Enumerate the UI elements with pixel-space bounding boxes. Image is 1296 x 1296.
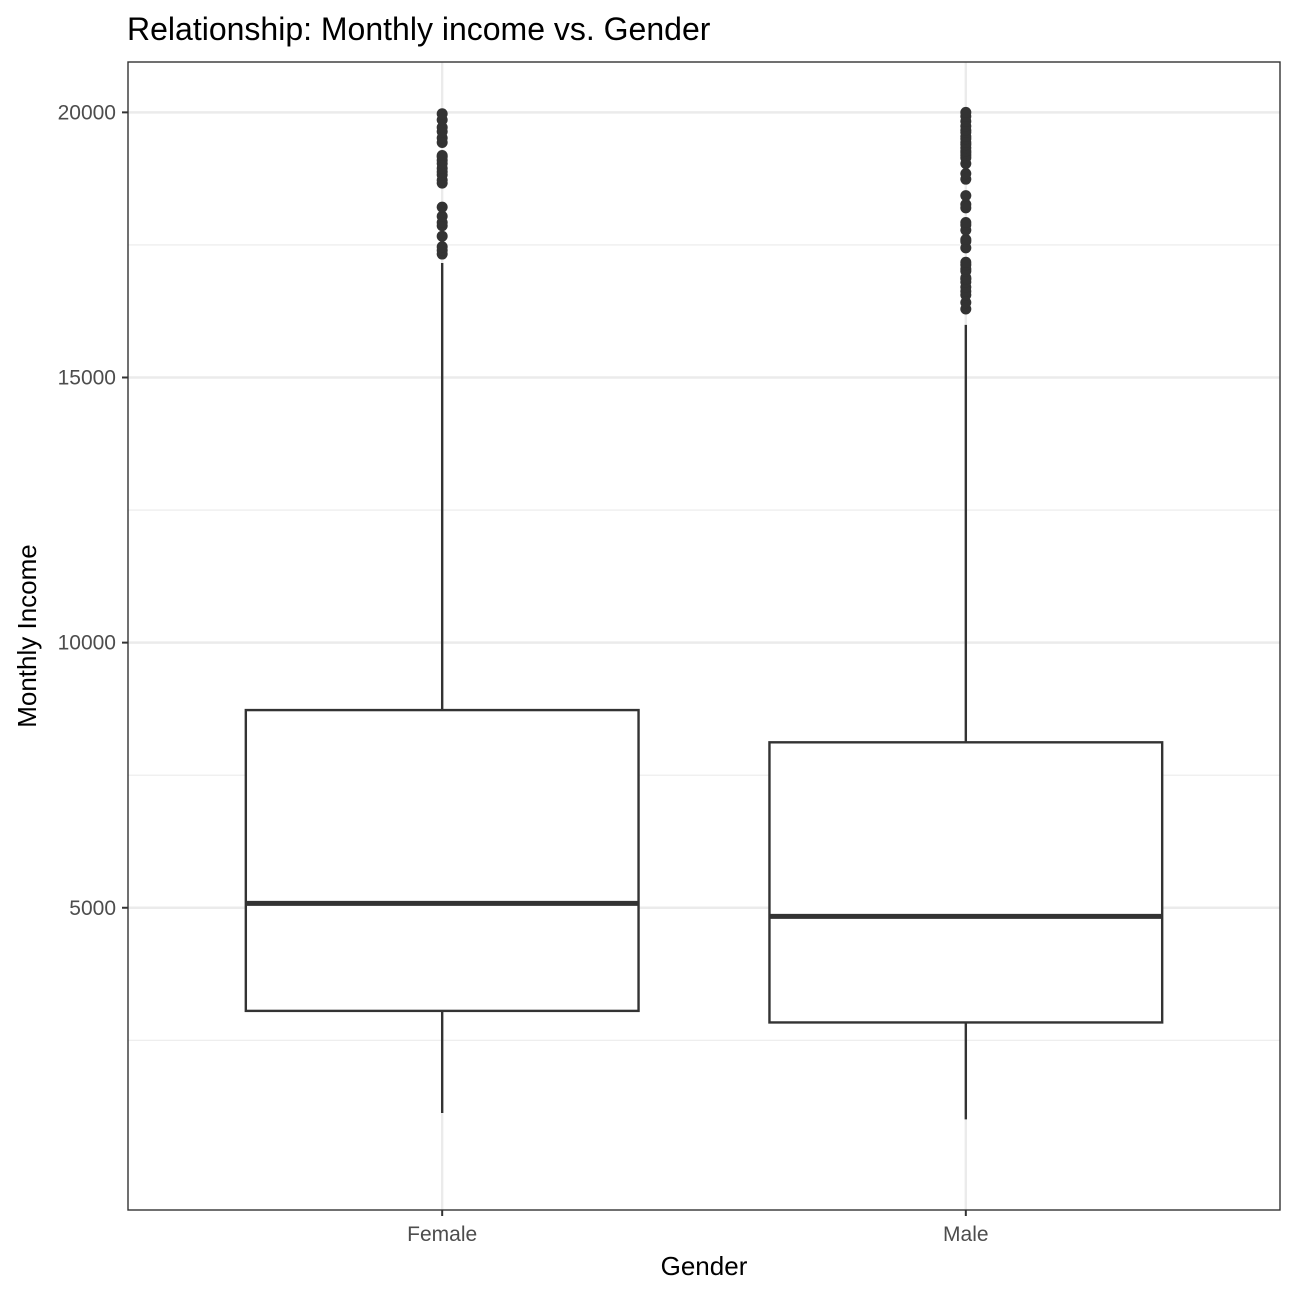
- y-tick-label: 20000: [58, 101, 116, 124]
- y-axis-title: Monthly Income: [12, 544, 42, 728]
- outlier-point: [960, 168, 972, 180]
- box-male: [768, 106, 1164, 1120]
- outlier-point: [960, 106, 972, 118]
- outlier-point: [960, 297, 972, 309]
- panel-border: [127, 61, 1281, 1211]
- x-axis-title: Gender: [661, 1251, 748, 1281]
- x-tick-label: Female: [407, 1223, 477, 1246]
- chart-title: Relationship: Monthly income vs. Gender: [127, 11, 711, 47]
- outlier-point: [436, 241, 448, 253]
- y-tick-label: 5000: [69, 897, 116, 920]
- box-iqr: [244, 708, 640, 1013]
- outlier-point: [960, 216, 972, 228]
- outlier-point: [960, 198, 972, 210]
- outlier-point: [436, 121, 448, 133]
- x-tick-label: Male: [943, 1223, 989, 1246]
- outlier-point: [960, 256, 972, 268]
- y-axis-ticks: 5000 10000 15000 20000: [58, 101, 128, 920]
- box-female: [244, 108, 640, 1114]
- outlier-point: [960, 190, 972, 202]
- y-tick-label: 10000: [58, 632, 116, 655]
- outlier-point: [960, 233, 972, 245]
- x-axis-ticks: Female Male: [407, 1210, 989, 1246]
- outlier-point: [436, 210, 448, 222]
- box-iqr: [768, 741, 1164, 1024]
- outlier-point: [436, 108, 448, 120]
- outlier-point: [436, 230, 448, 242]
- grid: [128, 62, 1280, 1210]
- y-tick-label: 15000: [58, 367, 116, 390]
- boxes: [244, 106, 1164, 1120]
- outlier-point: [436, 201, 448, 213]
- outlier-point: [436, 149, 448, 161]
